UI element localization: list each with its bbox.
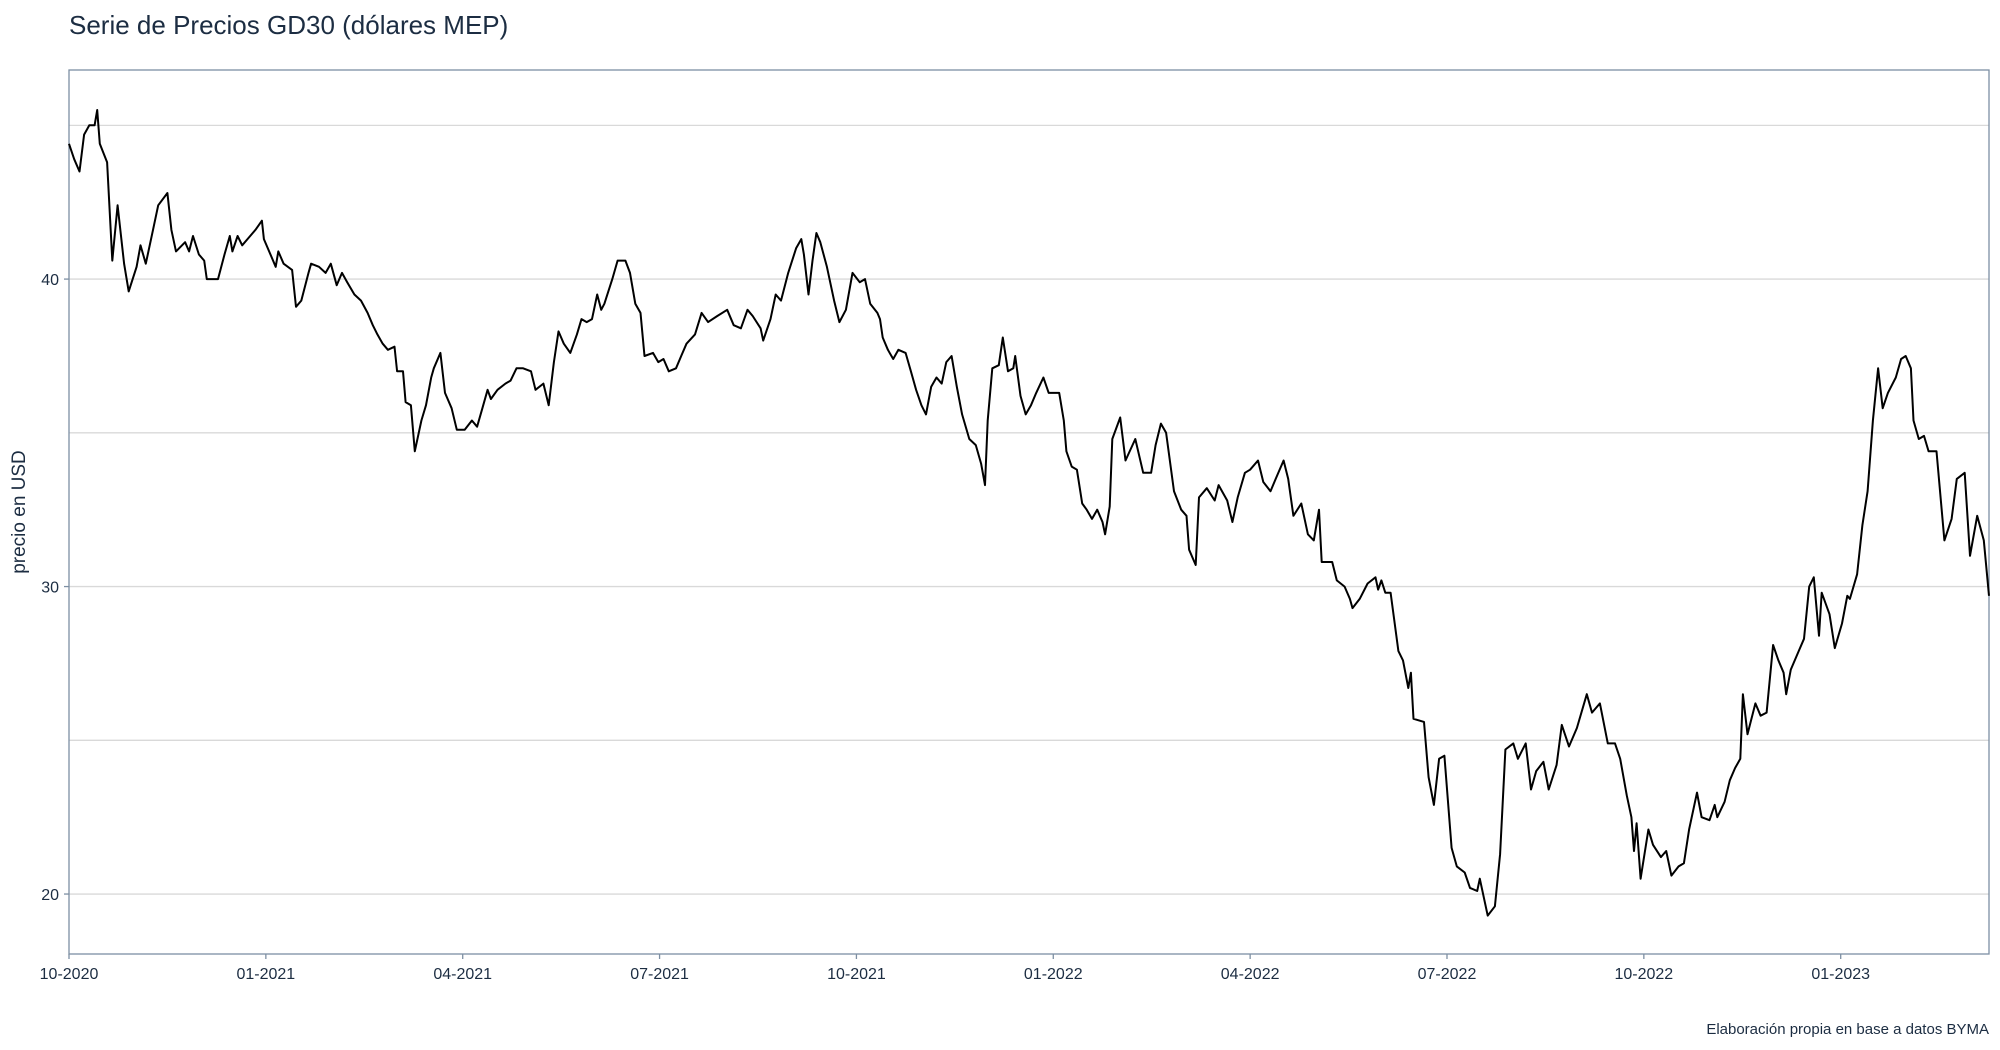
x-tick-label: 01-2023 [1811, 966, 1870, 983]
x-tick-label: 10-2022 [1614, 966, 1673, 983]
y-tick-label: 40 [41, 272, 59, 289]
y-axis: 20 30 40 [41, 272, 69, 904]
x-tick-label: 10-2020 [40, 966, 99, 983]
x-axis: 10-2020 01-2021 04-2021 07-2021 10-2021 01-20… [40, 954, 1870, 983]
y-axis-title: precio en USD [9, 450, 30, 574]
x-tick-label: 07-2021 [630, 966, 689, 983]
x-tick-label: 04-2022 [1221, 966, 1280, 983]
chart-caption: Elaboración propia en base a datos BYMA [1706, 1021, 1989, 1038]
x-tick-label: 01-2022 [1024, 966, 1083, 983]
x-tick-label: 01-2021 [236, 966, 295, 983]
chart-title: Serie de Precios GD30 (dólares MEP) [69, 10, 508, 40]
x-tick-label: 10-2021 [827, 966, 886, 983]
x-tick-label: 04-2021 [433, 966, 492, 983]
y-tick-label: 30 [41, 580, 59, 597]
gridlines [69, 124, 1989, 895]
plot-frame [68, 69, 1990, 955]
series-line-gd30 [68, 109, 1990, 917]
x-tick-label: 07-2022 [1418, 966, 1477, 983]
y-tick-label: 20 [41, 887, 59, 904]
